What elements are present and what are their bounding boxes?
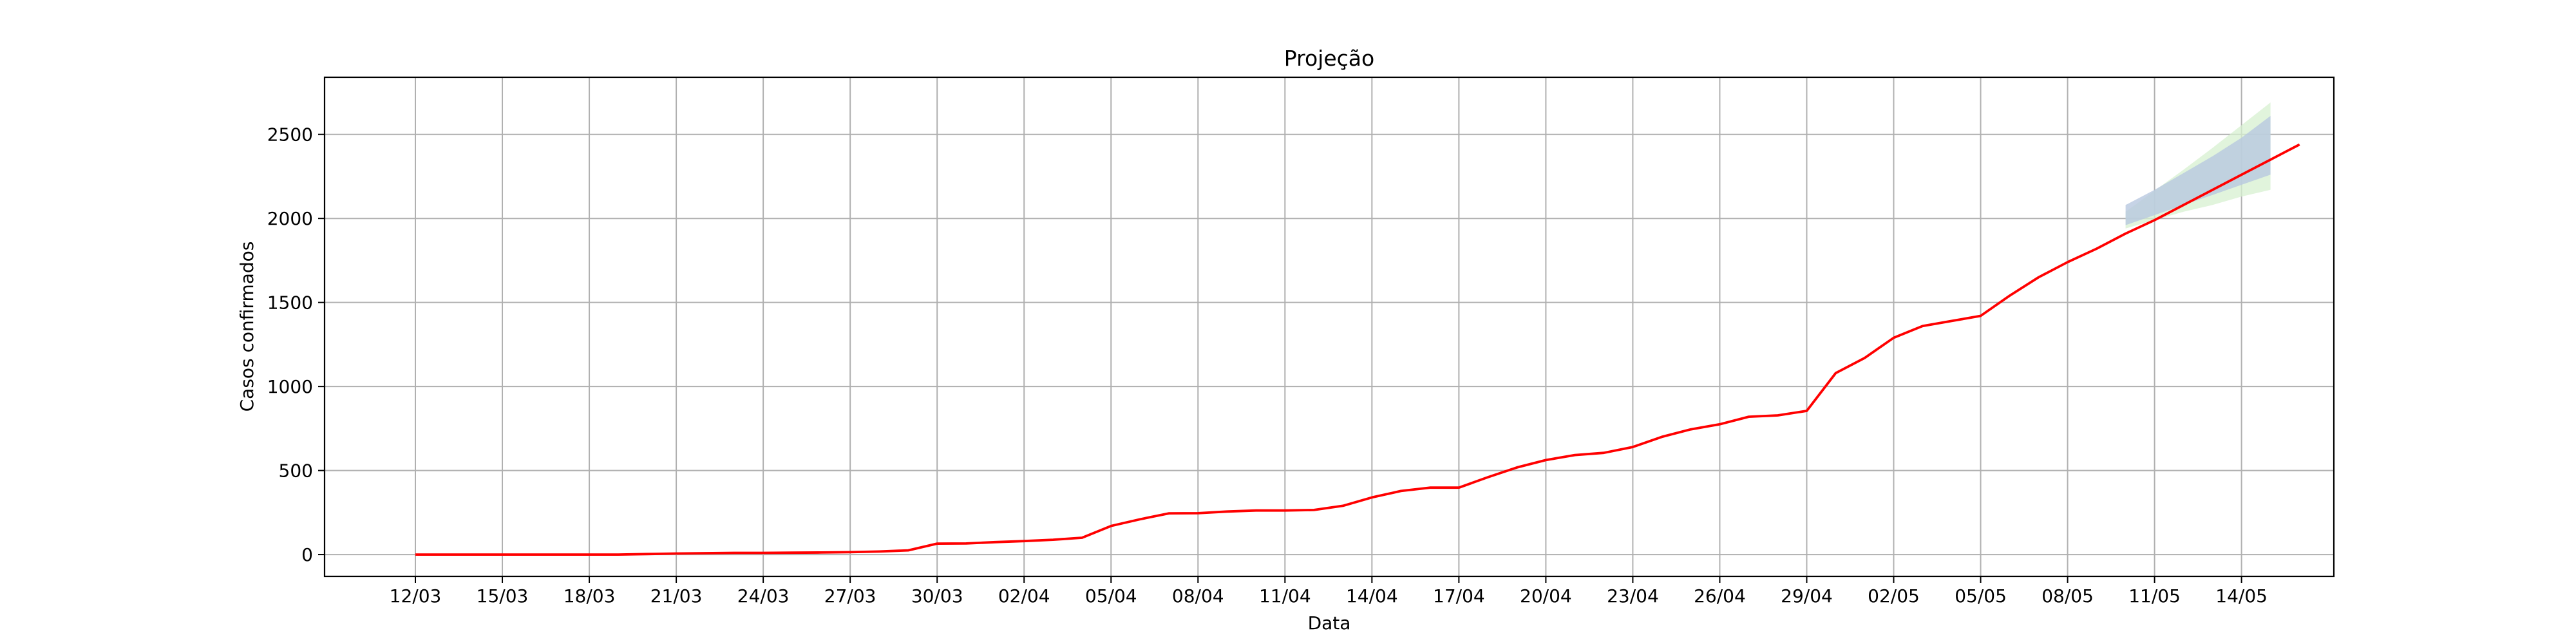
x-tick-label: 11/04 <box>1259 585 1311 607</box>
x-tick-label: 21/03 <box>650 585 703 607</box>
y-tick-label: 2000 <box>267 208 313 229</box>
y-axis-title: Casos confirmados <box>236 242 258 412</box>
x-tick-label: 30/03 <box>911 585 963 607</box>
x-tick-label: 02/04 <box>998 585 1050 607</box>
x-tick-label: 05/04 <box>1085 585 1137 607</box>
x-tick-label: 12/03 <box>390 585 442 607</box>
chart-title: Projeção <box>1284 46 1374 71</box>
x-tick-label: 02/05 <box>1868 585 1920 607</box>
projection-bands <box>2125 102 2271 229</box>
y-tick-label: 1500 <box>267 292 313 314</box>
y-axis: 0 500 1000 1500 2000 2500 <box>267 124 325 565</box>
x-tick-label: 14/05 <box>2215 585 2268 607</box>
y-tick-label: 500 <box>279 460 313 482</box>
y-tick-label: 0 <box>301 544 313 565</box>
x-tick-label: 23/04 <box>1607 585 1659 607</box>
y-tick-label: 1000 <box>267 376 313 397</box>
grid <box>325 77 2334 576</box>
x-tick-label: 29/04 <box>1781 585 1833 607</box>
x-tick-label: 08/05 <box>2041 585 2094 607</box>
x-tick-label: 27/03 <box>824 585 876 607</box>
x-tick-label: 20/04 <box>1520 585 1572 607</box>
x-tick-label: 11/05 <box>2128 585 2181 607</box>
projection-band-inner <box>2125 116 2271 225</box>
x-axis-title: Data <box>1308 612 1351 634</box>
y-tick-label: 2500 <box>267 124 313 146</box>
x-tick-label: 05/05 <box>1955 585 2007 607</box>
x-tick-label: 15/03 <box>477 585 529 607</box>
x-tick-label: 17/04 <box>1433 585 1485 607</box>
x-tick-label: 24/03 <box>737 585 790 607</box>
series-lines <box>415 143 2300 556</box>
x-axis: 12/03 15/03 18/03 21/03 24/03 27/03 30/03 02/04… <box>390 576 2268 607</box>
x-tick-label: 14/04 <box>1346 585 1398 607</box>
series-line <box>415 143 2300 556</box>
x-tick-label: 18/03 <box>564 585 616 607</box>
x-tick-label: 08/04 <box>1172 585 1224 607</box>
x-tick-label: 26/04 <box>1694 585 1746 607</box>
plot-frame <box>323 76 2335 578</box>
